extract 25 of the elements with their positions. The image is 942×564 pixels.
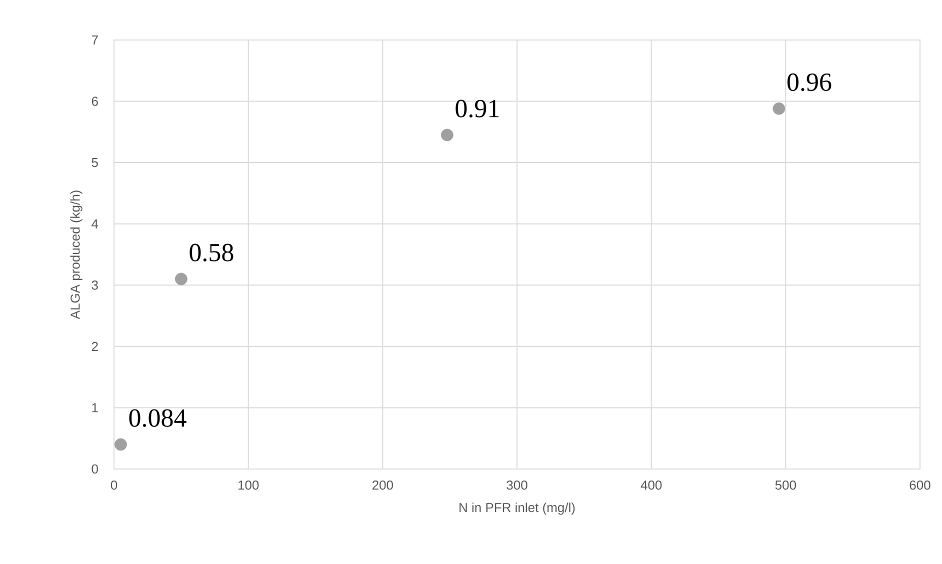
annotation: 0.084 bbox=[129, 409, 186, 427]
y-tick-label: 0 bbox=[92, 464, 98, 474]
point bbox=[174, 272, 188, 286]
x-axis-title: N in PFR inlet (mg/l) bbox=[460, 502, 575, 515]
x-tick-label: 100 bbox=[238, 480, 259, 490]
y-tick-label: 7 bbox=[92, 36, 98, 44]
y-tick-label: 5 bbox=[92, 158, 98, 168]
annotation: 0.58 bbox=[190, 244, 234, 262]
x-tick-label: 300 bbox=[506, 480, 528, 490]
y-tick-label: 4 bbox=[92, 219, 98, 228]
y-tick-label: 3 bbox=[92, 280, 98, 290]
x-tick-label: 500 bbox=[775, 480, 796, 490]
x-tick-label: 0 bbox=[110, 480, 118, 490]
y-tick-label: 6 bbox=[92, 96, 98, 106]
y-tick-label: 1 bbox=[92, 403, 98, 412]
y-tick-label: 2 bbox=[92, 342, 98, 351]
point bbox=[114, 438, 127, 451]
y-axis-title: ALGA produced (kg/h) bbox=[70, 190, 82, 320]
x-tick-label: 600 bbox=[910, 480, 930, 490]
x-tick-label: 400 bbox=[640, 480, 662, 490]
point bbox=[772, 102, 786, 115]
annotation: 0.96 bbox=[787, 73, 832, 92]
annotation: 0.91 bbox=[456, 100, 499, 118]
point bbox=[440, 128, 454, 142]
x-tick-label: 200 bbox=[372, 480, 394, 490]
